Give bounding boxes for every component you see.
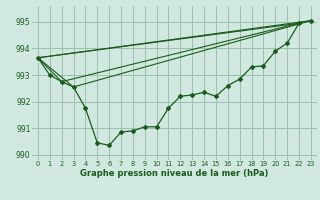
X-axis label: Graphe pression niveau de la mer (hPa): Graphe pression niveau de la mer (hPa) xyxy=(80,169,268,178)
